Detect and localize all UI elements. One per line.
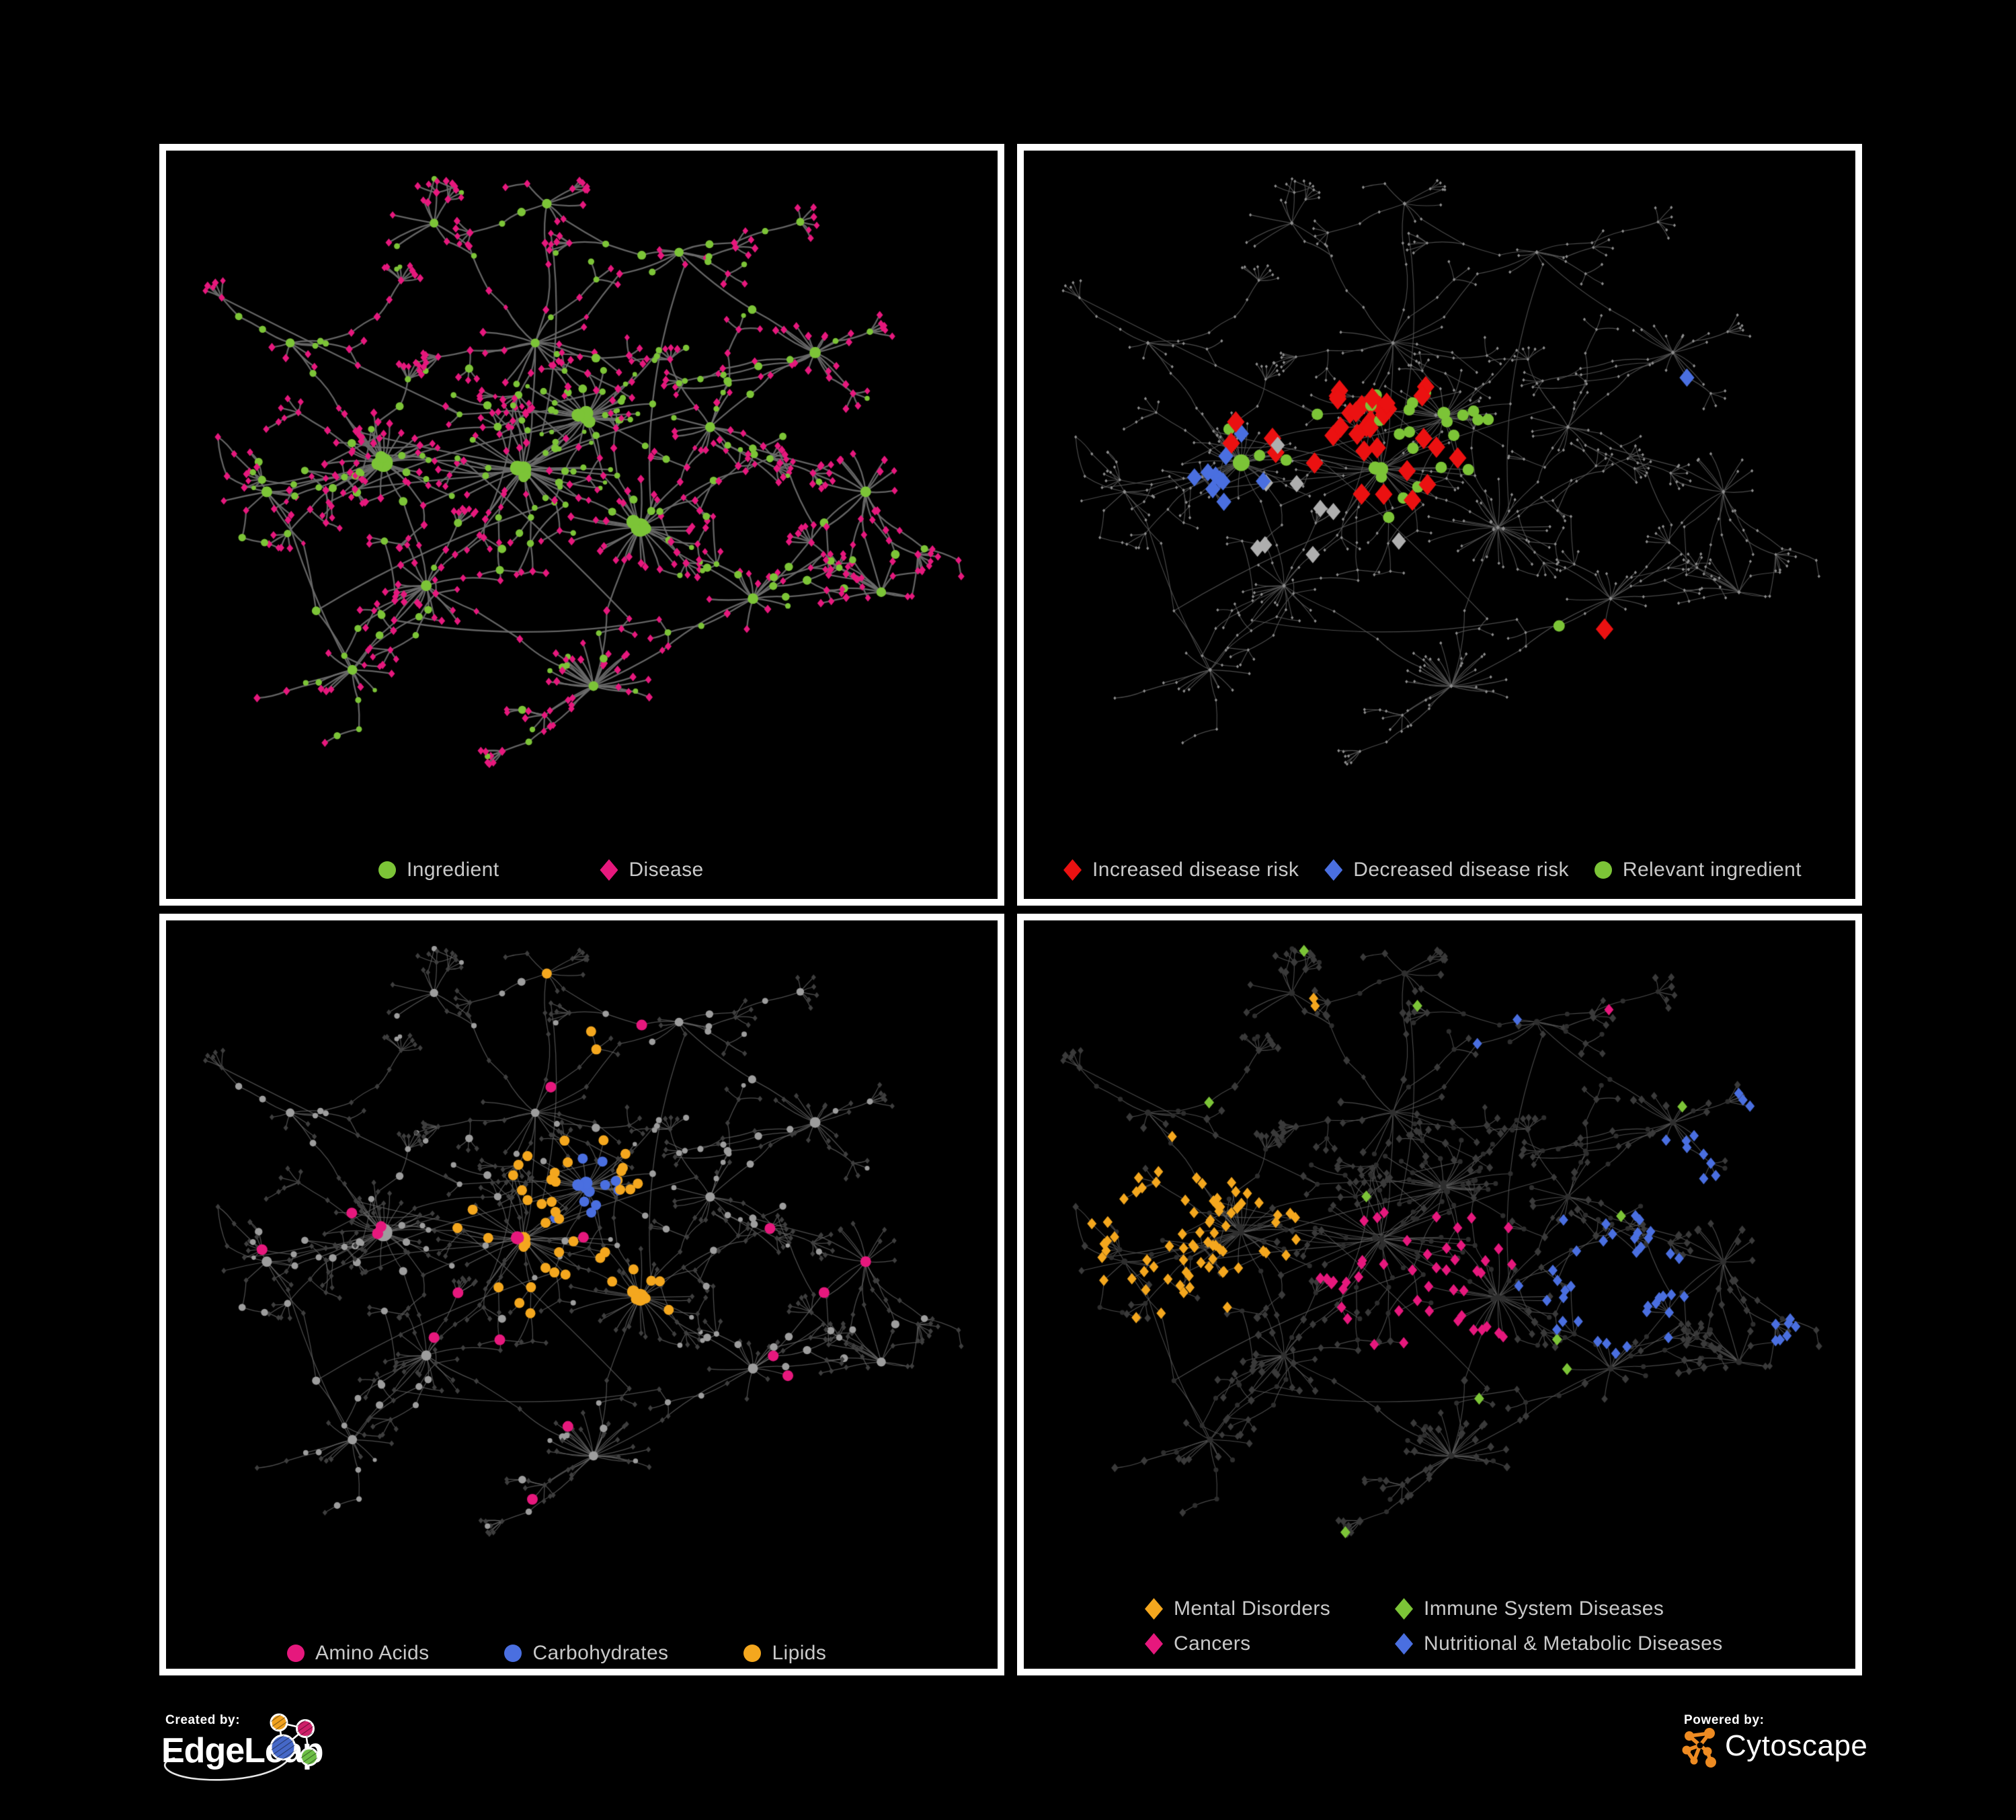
legend-compound-class: Amino Acids Carbohydrates Lipids xyxy=(287,1641,826,1665)
legend-diamond-icon xyxy=(1324,859,1343,881)
legend-diamond-icon xyxy=(1145,1633,1163,1655)
network-canvas-compound-class xyxy=(166,920,998,1669)
legend-diamond-icon xyxy=(1063,859,1082,881)
legend-label: Amino Acids xyxy=(315,1642,430,1664)
legend-label: Lipids xyxy=(772,1642,827,1664)
legend-label: Increased disease risk xyxy=(1092,859,1299,881)
legend-diamond-icon xyxy=(1395,1633,1413,1655)
panel-disease-risk: Increased disease risk Decreased disease … xyxy=(1017,144,1862,906)
legend-circle-icon xyxy=(1594,861,1612,879)
panel-compound-class: Amino Acids Carbohydrates Lipids xyxy=(159,914,1004,1675)
panel-disease-class: Mental Disorders Immune System Diseases Ca… xyxy=(1017,914,1862,1675)
network-canvas-ingredient-disease xyxy=(166,151,998,899)
legend-item-lipids: Lipids xyxy=(743,1641,826,1665)
legend-diamond-icon xyxy=(1395,1598,1413,1620)
edgeleap-wordmark: EdgeLeap xyxy=(161,1731,323,1770)
legend-item-increased-disease-risk: Increased disease risk xyxy=(1063,858,1299,882)
legend-diamond-icon xyxy=(1145,1598,1163,1620)
legend-label: Relevant ingredient xyxy=(1622,859,1802,881)
legend-label: Immune System Diseases xyxy=(1424,1597,1664,1620)
legend-label: Nutritional & Metabolic Diseases xyxy=(1424,1632,1723,1655)
legend-item-amino-acids: Amino Acids xyxy=(287,1641,429,1665)
legend-item-decreased-disease-risk: Decreased disease risk xyxy=(1324,858,1569,882)
legend-ingredient-disease: Ingredient Disease xyxy=(378,858,704,882)
legend-item-nutritional-metabolic-diseases: Nutritional & Metabolic Diseases xyxy=(1395,1632,1723,1656)
legend-label: Decreased disease risk xyxy=(1353,859,1569,881)
legend-circle-icon xyxy=(504,1645,522,1662)
panel-ingredient-disease: Ingredient Disease xyxy=(159,144,1004,906)
legend-circle-icon xyxy=(743,1645,762,1662)
legend-item-relevant-ingredient: Relevant ingredient xyxy=(1594,858,1802,882)
edgeleap-logo-nodes xyxy=(270,1713,319,1766)
cytoscape-wordmark: Cytoscape xyxy=(1725,1729,1868,1762)
created-by-label: Created by: xyxy=(165,1713,241,1727)
network-canvas-disease-class xyxy=(1024,920,1855,1669)
legend-diamond-icon xyxy=(600,859,618,881)
legend-item-carbohydrates: Carbohydrates xyxy=(504,1641,668,1665)
legend-label: Cancers xyxy=(1174,1632,1251,1655)
edgeleap-swoosh xyxy=(164,1755,292,1781)
cytoscape-icon-nodes xyxy=(1682,1728,1716,1768)
legend-label: Mental Disorders xyxy=(1174,1597,1331,1620)
legend-label: Ingredient xyxy=(407,859,499,881)
legend-item-mental-disorders: Mental Disorders xyxy=(1145,1597,1395,1621)
legend-disease-risk: Increased disease risk Decreased disease … xyxy=(1063,858,1802,882)
powered-by-label: Powered by: xyxy=(1684,1713,1765,1727)
cytoscape-logo-icon xyxy=(1682,1728,1716,1768)
legend-circle-icon xyxy=(378,861,396,879)
legend-item-immune-system-diseases: Immune System Diseases xyxy=(1395,1597,1723,1621)
edgeleap-logo xyxy=(164,1713,319,1781)
legend-item-ingredient: Ingredient xyxy=(378,858,499,882)
legend-item-cancers: Cancers xyxy=(1145,1632,1395,1656)
legend-label: Disease xyxy=(629,859,704,881)
network-canvas-disease-risk xyxy=(1024,151,1855,899)
legend-label: Carbohydrates xyxy=(532,1642,669,1664)
legend-item-disease: Disease xyxy=(600,858,703,882)
legend-circle-icon xyxy=(287,1645,305,1662)
legend-disease-class: Mental Disorders Immune System Diseases Ca… xyxy=(1145,1597,1723,1656)
